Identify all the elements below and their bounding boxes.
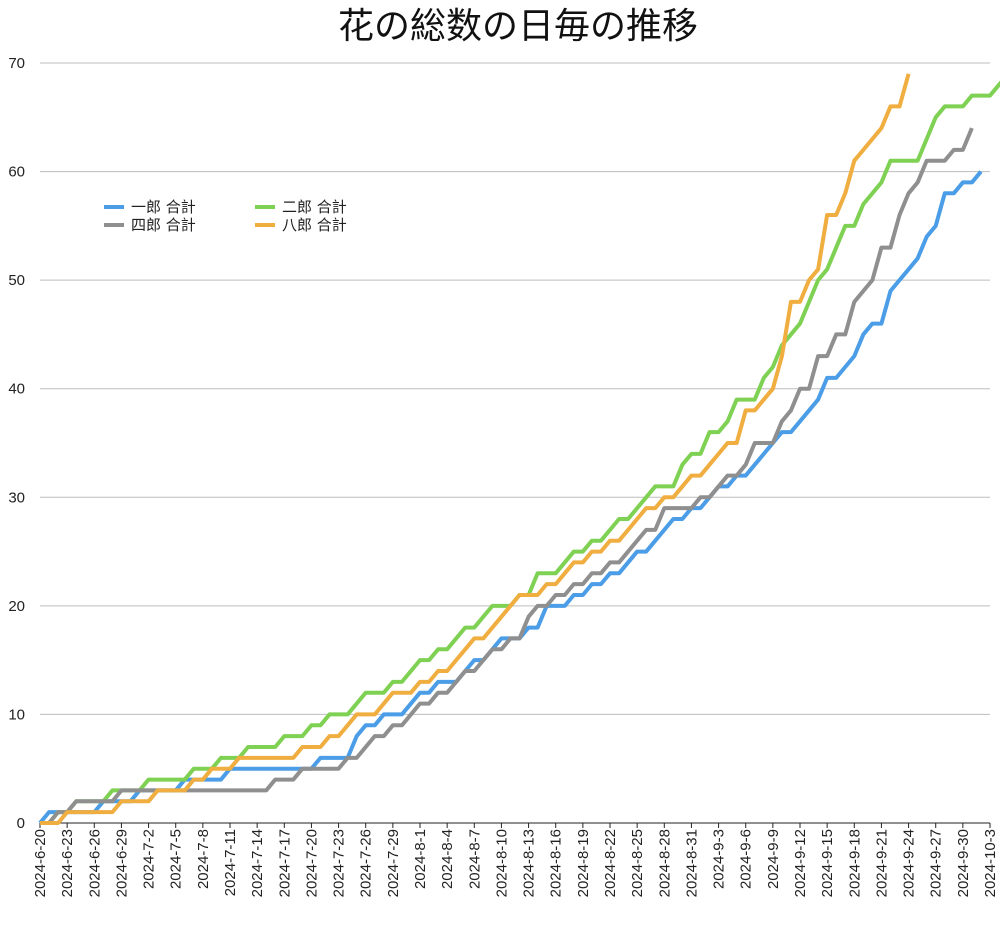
x-tick-label: 2024-8-7: [466, 829, 483, 889]
x-tick-label: 2024-7-17: [276, 829, 293, 897]
x-tick-label: 2024-7-14: [249, 829, 266, 897]
y-tick-label: 0: [17, 815, 25, 832]
y-tick-label: 30: [8, 489, 25, 506]
series-line-1: [40, 80, 1000, 825]
x-tick-label: 2024-6-29: [113, 829, 130, 897]
x-tick-label: 2024-9-9: [765, 829, 782, 889]
x-tick-label: 2024-7-5: [168, 829, 185, 889]
x-tick-label: 2024-9-15: [819, 829, 836, 897]
x-tick-label: 2024-8-4: [439, 829, 456, 889]
legend-label-2: 四郎 合計: [131, 216, 196, 234]
y-tick-label: 40: [8, 381, 25, 398]
x-tick-label: 2024-7-23: [331, 829, 348, 897]
legend-label-1: 二郎 合計: [282, 198, 347, 216]
x-tick-label: 2024-9-30: [955, 829, 972, 897]
x-tick-label: 2024-9-12: [792, 829, 809, 897]
x-tick-label: 2024-8-25: [629, 829, 646, 897]
x-tick-label: 2024-7-20: [303, 829, 320, 897]
x-tick-label: 2024-8-1: [412, 829, 429, 889]
series-line-2: [40, 127, 974, 825]
y-tick-label: 50: [8, 272, 25, 289]
x-tick-label: 2024-8-19: [575, 829, 592, 897]
x-tick-label: 2024-8-10: [493, 829, 510, 897]
y-tick-label: 60: [8, 164, 25, 181]
series-line-3: [40, 73, 911, 825]
x-tick-labels: 2024-6-20 2024-6-23 2024-6-26 2024-6-29 2024…: [32, 829, 999, 897]
x-tick-label: 2024-7-8: [195, 829, 212, 889]
y-tick-labels: 0 10 20 30 40 50 60 70: [8, 55, 25, 832]
chart-title: 花の総数の日毎の推移: [338, 6, 698, 47]
x-tick-label: 2024-9-21: [873, 829, 890, 897]
x-tick-label: 2024-9-18: [846, 829, 863, 897]
x-tick-label: 2024-8-31: [683, 829, 700, 897]
x-tick-label: 2024-8-28: [656, 829, 673, 897]
x-tick-label: 2024-7-26: [358, 829, 375, 897]
x-tick-label: 2024-7-2: [141, 829, 158, 889]
series-lines: [38, 73, 1000, 825]
x-tick-label: 2024-8-16: [548, 829, 565, 897]
x-tick-label: 2024-9-24: [901, 829, 918, 897]
legend-label-0: 一郎 合計: [131, 198, 196, 216]
y-tick-label: 10: [8, 706, 25, 723]
x-tick-label: 2024-10-3: [982, 829, 999, 897]
x-tick-label: 2024-9-27: [928, 829, 945, 897]
x-tick-label: 2024-6-26: [86, 829, 103, 897]
x-tick-label: 2024-9-3: [711, 829, 728, 889]
x-tick-label: 2024-8-13: [521, 829, 538, 897]
legend-label-3: 八郎 合計: [282, 216, 347, 234]
axes: [39, 822, 991, 828]
x-tick-label: 2024-7-11: [222, 829, 239, 896]
y-tick-label: 70: [8, 55, 25, 72]
x-tick-label: 2024-6-23: [59, 829, 76, 897]
x-tick-label: 2024-8-22: [602, 829, 619, 897]
y-tick-label: 20: [8, 598, 25, 615]
x-tick-label: 2024-6-20: [32, 829, 49, 897]
x-tick-label: 2024-9-6: [738, 829, 755, 889]
gridlines: [40, 62, 990, 715]
x-tick-label: 2024-7-29: [385, 829, 402, 897]
